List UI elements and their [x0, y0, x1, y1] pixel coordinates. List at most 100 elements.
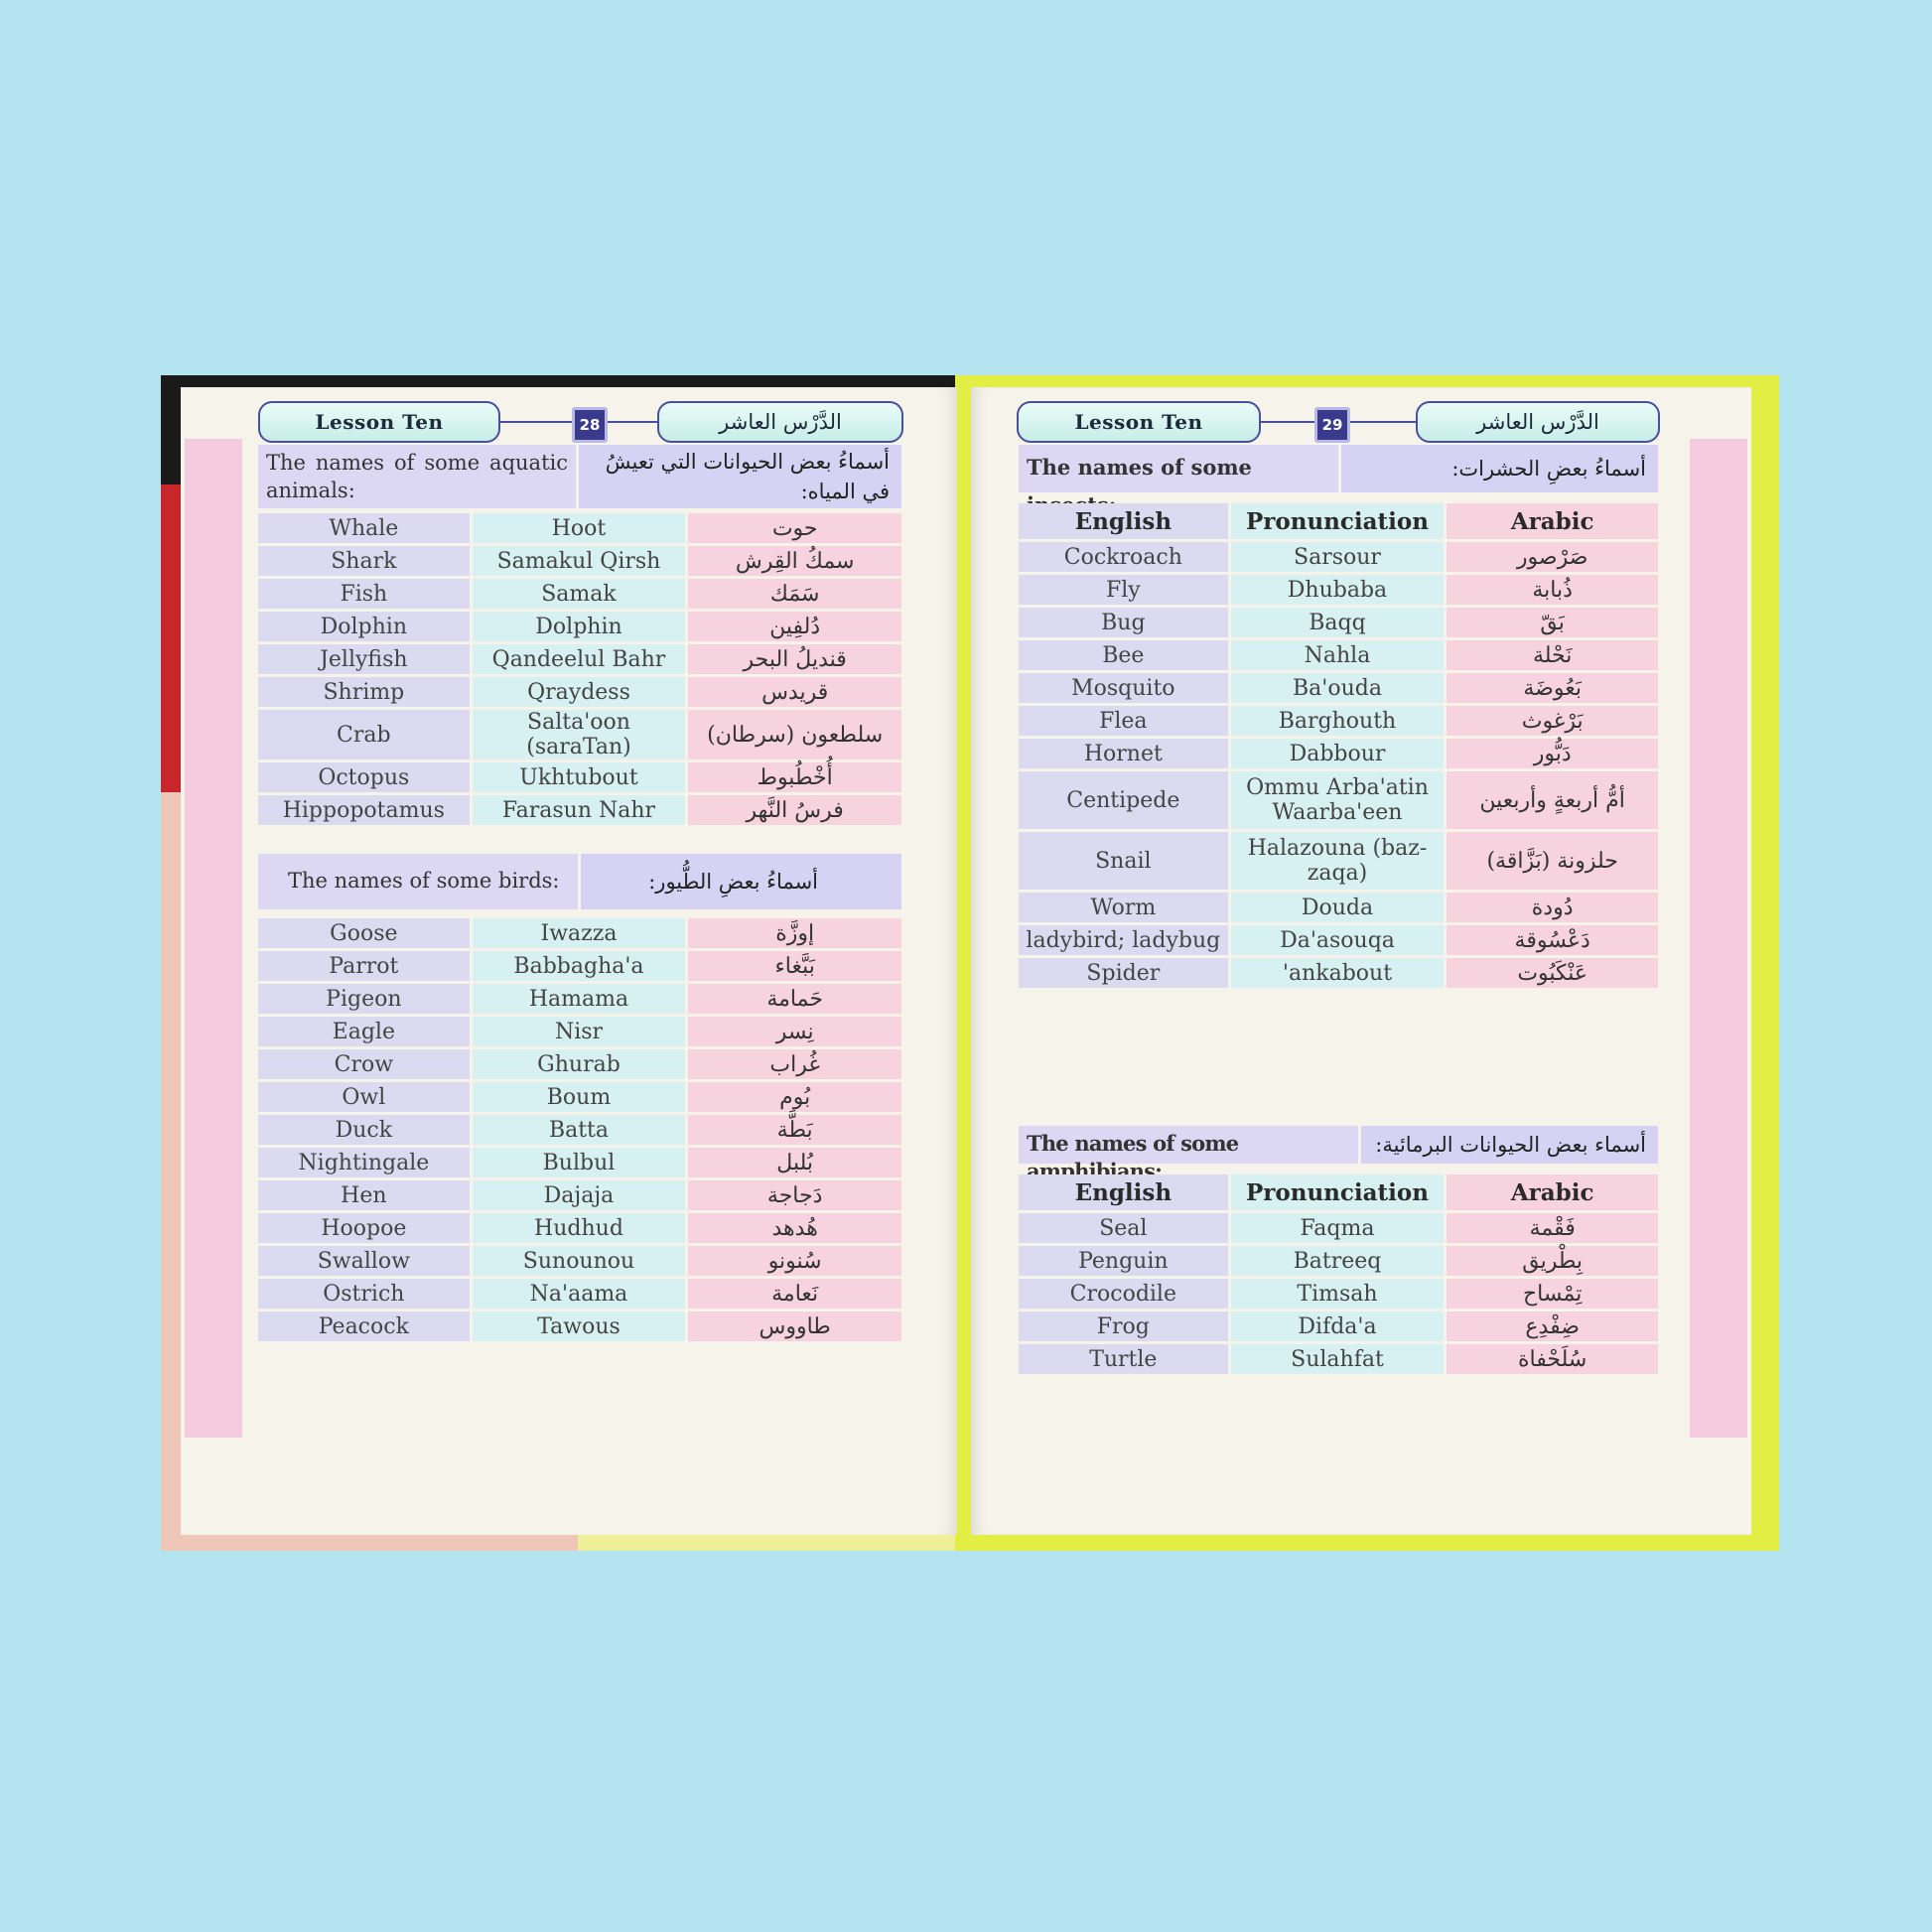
aquatic-section-title: The names of some aquatic animals: أسماء… [258, 445, 901, 508]
cover-bottom-edge [161, 1533, 955, 1551]
pronunciation-cell: Hamama [472, 984, 686, 1014]
table-row: Jellyfish Qandeelul Bahr قنديلُ البحر [258, 644, 901, 674]
pronunciation-cell: Ukhtubout [472, 762, 686, 792]
section-title-ar: أسماء بعض الحيوانات البرمائية: [1358, 1126, 1658, 1164]
arabic-cell: بَطَّة [688, 1115, 901, 1145]
section-title-en: The names of some amphibians: [1027, 1131, 1239, 1183]
arabic-cell: بَبَّغاء [688, 951, 901, 981]
arabic-cell: سَمَك [688, 579, 901, 609]
page-right: Lesson Ten 29 الدَّرْس العاشر The names … [971, 387, 1751, 1535]
table-row: Worm Douda دُودة [1019, 893, 1658, 922]
table-row: Owl Boum بُوم [258, 1082, 901, 1112]
table-row: Fly Dhubaba ذُبابة [1019, 575, 1658, 605]
english-cell: Bee [1019, 640, 1228, 670]
pronunciation-cell: Douda [1230, 893, 1445, 922]
pronunciation-cell: Salta'oon (saraTan) [472, 710, 686, 759]
english-cell: Pigeon [258, 984, 470, 1014]
arabic-cell: هُدهد [688, 1213, 901, 1243]
arabic-cell: سمكُ القِرش [688, 546, 901, 576]
english-cell: Octopus [258, 762, 470, 792]
section-title-ar: أسماءُ بعض الحيوانات التي تعيشُ في الميا… [576, 445, 901, 508]
english-cell: Spider [1019, 958, 1228, 988]
pronunciation-cell: Dolphin [472, 612, 686, 641]
table-row: Octopus Ukhtubout أُخْطُبوط [258, 762, 901, 792]
page-header: Lesson Ten 28 الدَّرْس العاشر [181, 401, 957, 449]
arabic-cell: حلزونة (بَزَّاقة) [1447, 832, 1658, 890]
arabic-cell: أُخْطُبوط [688, 762, 901, 792]
english-cell: Crow [258, 1049, 470, 1079]
table-row: Eagle Nisr نِسر [258, 1017, 901, 1046]
table-row: Bug Baqq بَقّ [1019, 608, 1658, 637]
arabic-cell: دَعْسُوقة [1447, 925, 1658, 955]
pronunciation-cell: Dabbour [1230, 739, 1445, 768]
page-header: Lesson Ten 29 الدَّرْس العاشر [971, 401, 1751, 449]
table-row: Shark Samakul Qirsh سمكُ القِرش [258, 546, 901, 576]
pronunciation-cell: Baqq [1230, 608, 1445, 637]
insects-section-title: The names of some insects: أسماءُ بعضِ ا… [1019, 445, 1658, 517]
arabic-cell: بُلبل [688, 1148, 901, 1177]
pronunciation-cell: Faqma [1230, 1213, 1445, 1243]
english-cell: Frog [1019, 1311, 1228, 1341]
pronunciation-cell: 'ankabout [1230, 958, 1445, 988]
english-cell: Cockroach [1019, 542, 1228, 572]
pronunciation-cell: Batreeq [1230, 1246, 1445, 1276]
pronunciation-cell: Ghurab [472, 1049, 686, 1079]
table-row: Pigeon Hamama حَمامة [258, 984, 901, 1014]
english-cell: Parrot [258, 951, 470, 981]
table-row: Shrimp Qraydess قريدس [258, 677, 901, 707]
pronunciation-cell: Farasun Nahr [472, 795, 686, 825]
english-cell: Bug [1019, 608, 1228, 637]
arabic-cell: بَرْغوث [1447, 706, 1658, 736]
table-row: Duck Batta بَطَّة [258, 1115, 901, 1145]
english-cell: Centipede [1019, 771, 1228, 829]
pronunciation-cell: Nahla [1230, 640, 1445, 670]
table-row: Nightingale Bulbul بُلبل [258, 1148, 901, 1177]
pronunciation-cell: Hoot [472, 513, 686, 543]
amphibians-section-title: The names of some amphibians: أسماء بعض … [1019, 1126, 1658, 1183]
pronunciation-cell: Samakul Qirsh [472, 546, 686, 576]
english-cell: Ostrich [258, 1279, 470, 1309]
table-row: Mosquito Ba'ouda بَعُوضَة [1019, 673, 1658, 703]
english-cell: Mosquito [1019, 673, 1228, 703]
birds-table: Goose Iwazza إوزَّة Parrot Babbagha'a بَبَّغا… [255, 915, 904, 1344]
column-header-english: English [1019, 503, 1228, 539]
pronunciation-cell: Barghouth [1230, 706, 1445, 736]
open-book: Lesson Ten 28 الدَّرْس العاشر The names … [161, 373, 1779, 1553]
section-title-en: The names of some insects: [1027, 455, 1252, 517]
arabic-cell: نَعامة [688, 1279, 901, 1309]
arabic-cell: نَحْلة [1447, 640, 1658, 670]
column-header-arabic: Arabic [1447, 1174, 1658, 1210]
arabic-cell: ضِفْدِع [1447, 1311, 1658, 1341]
english-cell: Fly [1019, 575, 1228, 605]
pronunciation-cell: Samak [472, 579, 686, 609]
arabic-cell: قريدس [688, 677, 901, 707]
english-cell: Nightingale [258, 1148, 470, 1177]
english-cell: Hornet [1019, 739, 1228, 768]
english-cell: Hoopoe [258, 1213, 470, 1243]
column-header-arabic: Arabic [1447, 503, 1658, 539]
page-number: 28 [572, 407, 608, 443]
arabic-cell: دَبُّور [1447, 739, 1658, 768]
table-row: Hen Dajaja دَجاجة [258, 1180, 901, 1210]
section-title-ar: أسماءُ بعضِ الطُّيور: [578, 854, 901, 909]
section-title-en: The names of some birds: [288, 869, 560, 893]
arabic-cell: تِمْساح [1447, 1279, 1658, 1309]
arabic-cell: حَمامة [688, 984, 901, 1014]
table-row: ladybird; ladybug Da'asouqa دَعْسُوقة [1019, 925, 1658, 955]
arabic-cell: فَقْمة [1447, 1213, 1658, 1243]
table-row: Peacock Tawous طاووس [258, 1311, 901, 1341]
arabic-cell: بُوم [688, 1082, 901, 1112]
english-cell: ladybird; ladybug [1019, 925, 1228, 955]
lesson-title-en: Lesson Ten [1017, 401, 1261, 443]
pronunciation-cell: Qraydess [472, 677, 686, 707]
english-cell: Dolphin [258, 612, 470, 641]
english-cell: Snail [1019, 832, 1228, 890]
table-row: Dolphin Dolphin دُلفِين [258, 612, 901, 641]
english-cell: Flea [1019, 706, 1228, 736]
pronunciation-cell: Nisr [472, 1017, 686, 1046]
english-cell: Owl [258, 1082, 470, 1112]
pronunciation-cell: Dhubaba [1230, 575, 1445, 605]
column-header-pronunciation: Pronunciation [1230, 503, 1445, 539]
pronunciation-cell: Halazouna (baz-zaqa) [1230, 832, 1445, 890]
english-cell: Shrimp [258, 677, 470, 707]
